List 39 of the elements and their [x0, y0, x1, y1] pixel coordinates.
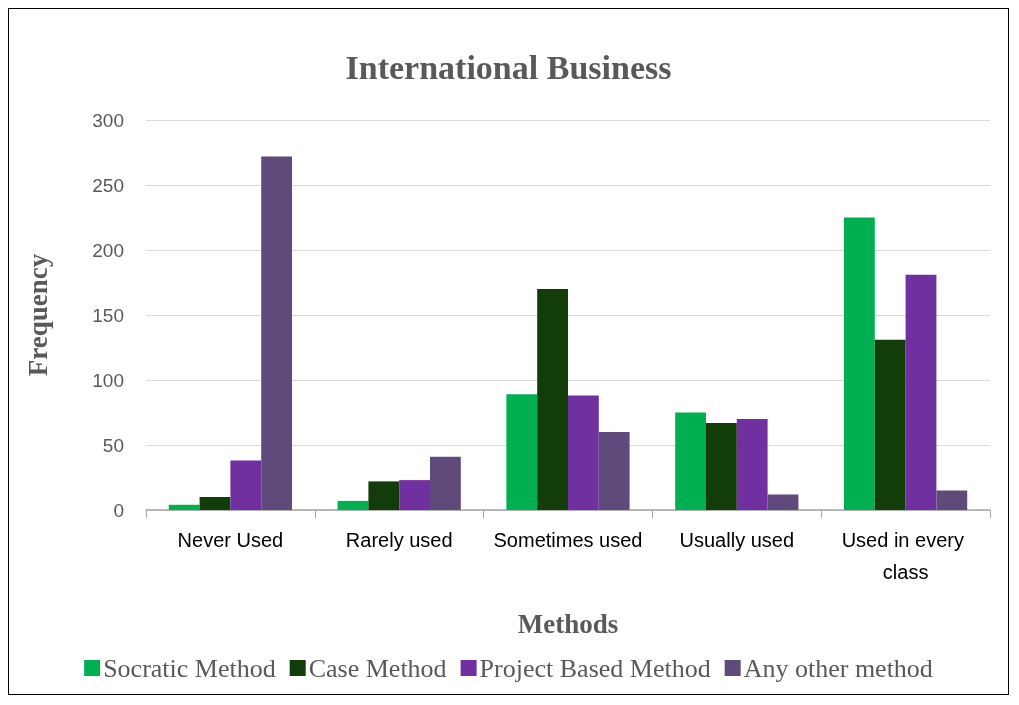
bar: [399, 480, 431, 510]
y-tick-label: 0: [113, 499, 124, 521]
bar: [767, 494, 799, 510]
bar: [736, 419, 768, 510]
legend-label: Any other method: [743, 653, 933, 683]
bar: [537, 289, 568, 510]
bar: [430, 456, 461, 510]
bar: [843, 217, 875, 510]
bar: [230, 460, 262, 510]
y-tick-label: 50: [102, 434, 124, 456]
legend-label: Socratic Method: [103, 653, 276, 683]
y-tick-label: 250: [92, 174, 124, 196]
x-tick-label: Usually used: [679, 529, 795, 551]
bar: [261, 156, 293, 510]
bar: [368, 481, 400, 510]
x-tick-label: Rarely used: [345, 529, 453, 551]
x-tick-label: Never Used: [177, 529, 284, 551]
bar: [168, 504, 200, 510]
y-tick-label: 100: [92, 369, 124, 391]
bar: [199, 497, 231, 510]
bar: [568, 395, 599, 510]
bar: [874, 339, 906, 510]
x-tick-label: Sometimes used: [493, 529, 643, 551]
x-axis-title: Methods: [517, 608, 619, 639]
bar: [506, 394, 538, 510]
bar: [337, 500, 369, 510]
y-tick-label: 150: [92, 304, 124, 326]
bar: [705, 422, 737, 510]
x-tick-label: Used in every class: [841, 529, 970, 583]
y-tick-label: 300: [92, 109, 124, 131]
bar: [598, 432, 630, 510]
y-tick-label: 200: [92, 239, 124, 261]
chart-title: International Business: [345, 48, 672, 86]
legend-label: Project Based Method: [479, 653, 711, 683]
bar: [905, 274, 937, 510]
bar: [675, 412, 706, 510]
y-axis-title: Frequency: [22, 253, 53, 377]
legend-label: Case Method: [308, 653, 447, 683]
bar: [936, 490, 968, 510]
